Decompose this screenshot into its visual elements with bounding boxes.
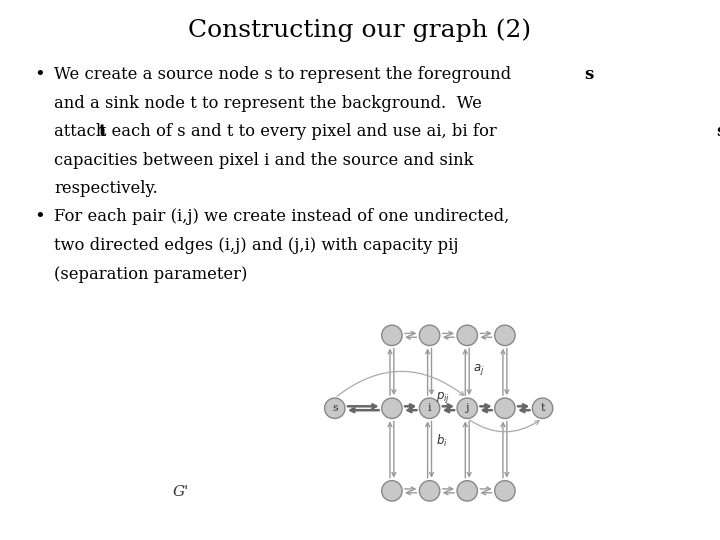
Text: attach each of s and t to every pixel and use ai, bi for: attach each of s and t to every pixel an… xyxy=(54,123,497,140)
Circle shape xyxy=(457,325,477,346)
Text: We create a source node s to represent the foreground: We create a source node s to represent t… xyxy=(54,66,511,83)
Text: t: t xyxy=(98,123,106,140)
Text: j: j xyxy=(466,403,469,413)
Text: t: t xyxy=(540,403,545,413)
Circle shape xyxy=(325,398,345,419)
Text: s: s xyxy=(584,66,593,83)
Circle shape xyxy=(419,481,440,501)
FancyArrowPatch shape xyxy=(337,372,464,396)
Text: $b_i$: $b_i$ xyxy=(436,433,447,449)
FancyArrowPatch shape xyxy=(469,420,539,432)
Circle shape xyxy=(382,481,402,501)
Text: s: s xyxy=(332,403,338,413)
Text: i: i xyxy=(428,403,431,413)
Text: •: • xyxy=(35,208,45,226)
Text: respectively.: respectively. xyxy=(54,180,158,197)
Text: $a_j$: $a_j$ xyxy=(473,362,485,377)
Circle shape xyxy=(382,325,402,346)
Circle shape xyxy=(532,398,553,419)
Circle shape xyxy=(495,398,515,419)
Text: Constructing our graph (2): Constructing our graph (2) xyxy=(189,19,531,43)
Circle shape xyxy=(495,325,515,346)
Text: $p_{ij}$: $p_{ij}$ xyxy=(436,389,450,404)
Circle shape xyxy=(419,325,440,346)
Text: s: s xyxy=(716,123,720,140)
Text: (separation parameter): (separation parameter) xyxy=(54,266,248,282)
Circle shape xyxy=(457,481,477,501)
Text: two directed edges (i,j) and (j,i) with capacity pij: two directed edges (i,j) and (j,i) with … xyxy=(54,237,459,254)
Text: capacities between pixel i and the source and sink: capacities between pixel i and the sourc… xyxy=(54,152,474,168)
Text: For each pair (i,j) we create instead of one undirected,: For each pair (i,j) we create instead of… xyxy=(54,208,509,225)
Text: •: • xyxy=(35,66,45,84)
Circle shape xyxy=(382,398,402,419)
Circle shape xyxy=(495,481,515,501)
Circle shape xyxy=(419,398,440,419)
Text: G': G' xyxy=(173,485,189,500)
Circle shape xyxy=(457,398,477,419)
Text: and a sink node t to represent the background.  We: and a sink node t to represent the backg… xyxy=(54,94,482,111)
